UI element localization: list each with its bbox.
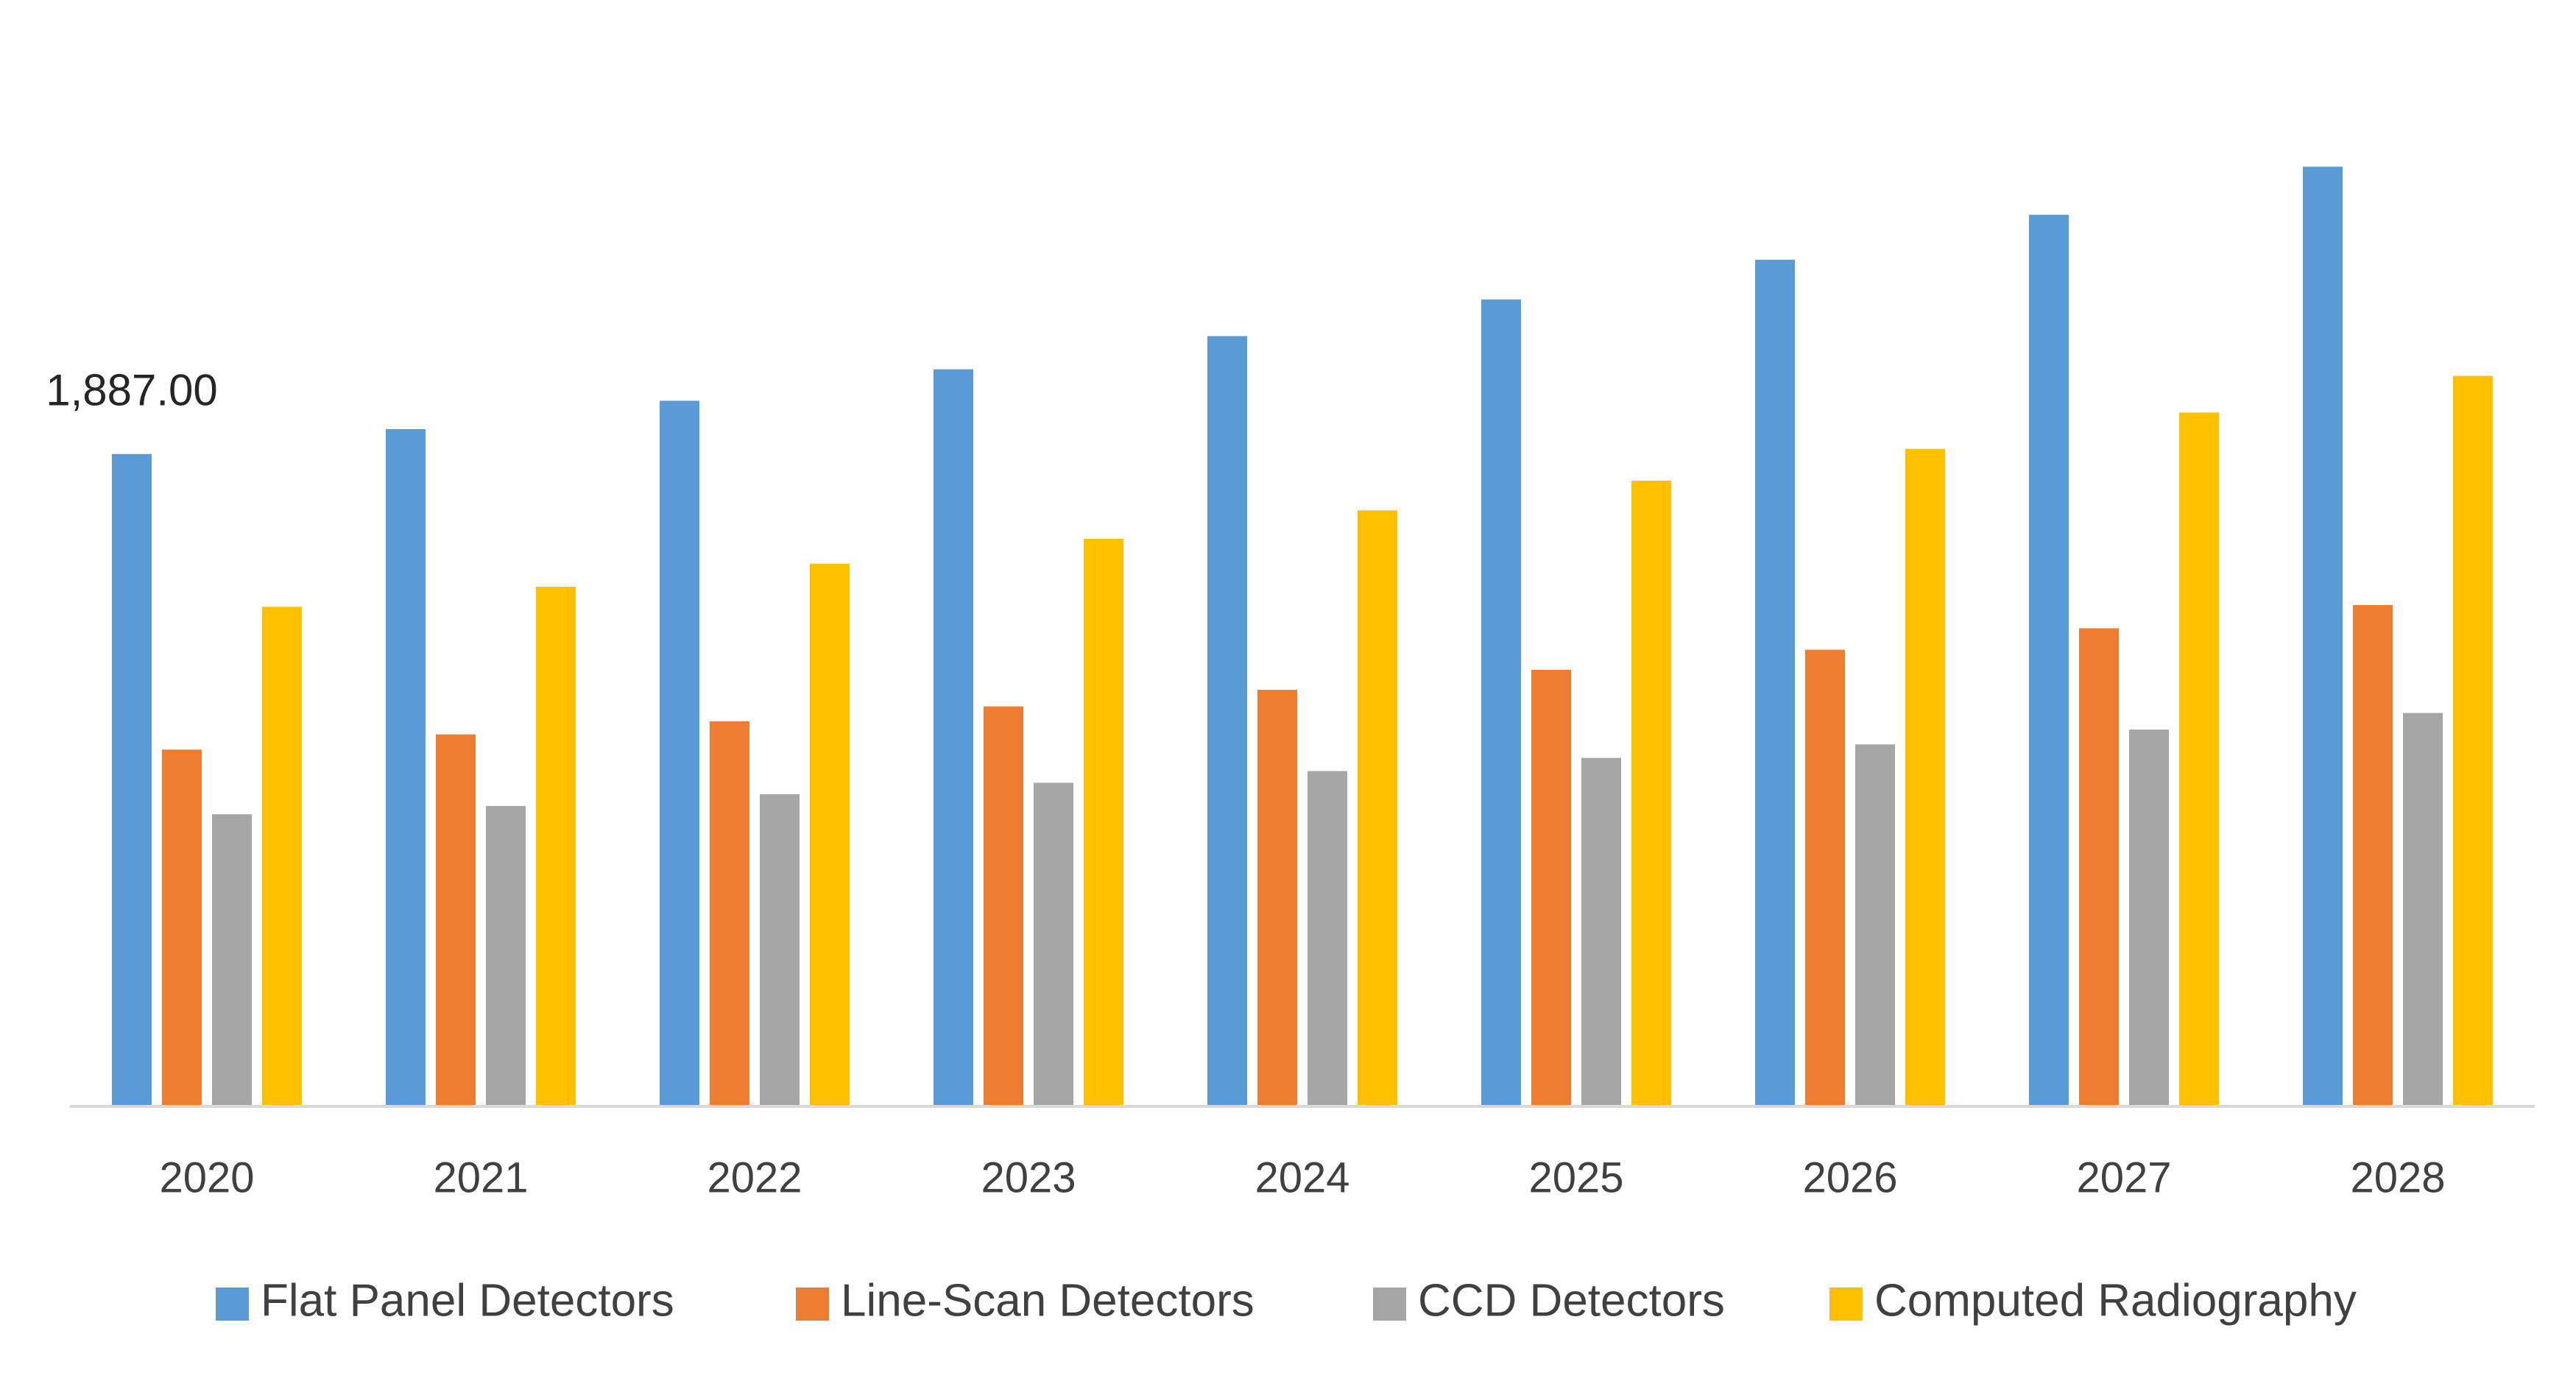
x-tick-label: 2020 (159, 1154, 254, 1201)
x-tick-label: 2021 (433, 1154, 528, 1201)
legend-text: Computed Radiography (1874, 1275, 2357, 1326)
bar (386, 428, 426, 1106)
bar (984, 706, 1023, 1106)
bar (2453, 375, 2493, 1106)
bar (1034, 783, 1073, 1106)
bar (2303, 166, 2343, 1106)
bar (810, 563, 850, 1106)
x-tick-label: 2023 (981, 1154, 1076, 1201)
legend-marker (1829, 1288, 1863, 1321)
bar (934, 369, 973, 1106)
bar (1755, 259, 1795, 1106)
bar (1084, 538, 1123, 1106)
bar (436, 734, 476, 1106)
bar (2179, 412, 2219, 1106)
bar (2403, 713, 2443, 1106)
bar (1207, 336, 1247, 1107)
bar (1855, 744, 1895, 1106)
x-tick-label: 2024 (1255, 1154, 1349, 1201)
bar (262, 607, 302, 1106)
x-tick-label: 2025 (1528, 1154, 1623, 1201)
bar (1805, 649, 1845, 1106)
legend-marker (1373, 1288, 1406, 1321)
bar (1257, 690, 1297, 1106)
legend-text: CCD Detectors (1418, 1275, 1725, 1326)
bar (1581, 757, 1621, 1106)
x-tick-label: 2026 (1802, 1154, 1897, 1201)
bar (2029, 214, 2069, 1106)
bar (162, 749, 202, 1106)
legend-marker (796, 1288, 829, 1321)
bar (2129, 730, 2169, 1106)
legend-marker (216, 1288, 249, 1321)
bar (1308, 771, 1347, 1106)
bar (1531, 669, 1571, 1106)
bar (1481, 299, 1521, 1107)
bar (536, 587, 576, 1106)
bar (1631, 480, 1671, 1106)
bar (112, 453, 152, 1106)
legend-text: Flat Panel Detectors (261, 1275, 674, 1326)
bar (710, 721, 749, 1106)
bar (1358, 510, 1397, 1106)
x-tick-label: 2028 (2350, 1154, 2445, 1201)
bar (2353, 604, 2393, 1106)
data-label: 1,887.00 (46, 366, 218, 415)
x-tick-label: 2027 (2076, 1154, 2171, 1201)
bar (2079, 628, 2119, 1106)
legend-text: Line-Scan Detectors (841, 1275, 1255, 1326)
bar (486, 805, 526, 1106)
bar (212, 814, 252, 1106)
bar (760, 794, 800, 1106)
bar (660, 400, 699, 1106)
bar (1905, 448, 1945, 1106)
x-tick-label: 2022 (707, 1154, 802, 1201)
